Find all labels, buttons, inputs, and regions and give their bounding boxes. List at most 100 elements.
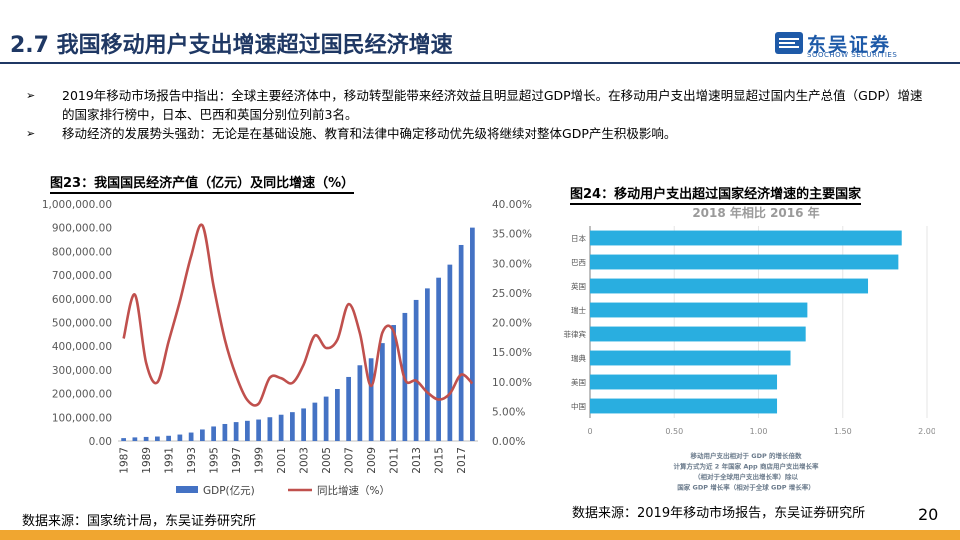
gdp-bar	[143, 436, 149, 441]
y-right-tick-label: 35.00%	[492, 229, 532, 241]
x-tick-label: 2009	[366, 447, 378, 474]
gdp-bar	[290, 412, 295, 441]
y-right-tick-label: 20.00%	[492, 318, 532, 330]
source-note-right: 数据来源：2019年移动市场报告，东吴证券研究所	[572, 506, 866, 521]
x-tick-label: 2005	[321, 447, 333, 474]
country-bar	[590, 374, 778, 390]
country-bar	[590, 398, 778, 414]
source-note-left: 数据来源：国家统计局，东吴证券研究所	[22, 514, 257, 529]
y-left-tick-label: 500,000.00	[52, 318, 112, 330]
country-label: 中国	[571, 401, 586, 411]
x-tick-label: 0	[587, 427, 592, 436]
country-bar	[590, 230, 902, 246]
gdp-bar	[245, 420, 250, 441]
company-logo: 东吴证券 SOOCHOW SECURITIES	[775, 30, 915, 60]
logo-text-cn: 东吴证券	[807, 34, 892, 56]
gdp-bar	[436, 277, 441, 441]
gdp-bar	[312, 402, 318, 441]
y-left-tick-label: 1,000,000.00	[42, 199, 112, 211]
y-right-tick-label: 15.00%	[492, 347, 532, 359]
gdp-bar	[188, 432, 194, 441]
gdp-bar	[470, 227, 475, 441]
country-label: 菲律宾	[564, 329, 587, 339]
x-tick-label: 2003	[299, 447, 311, 474]
gdp-bar	[200, 429, 205, 441]
gdp-bar	[211, 426, 216, 441]
chart2-footnote-line: 移动用户支出相对于 GDP 的增长倍数	[690, 451, 802, 460]
gdp-bar	[301, 408, 306, 441]
mobile-spend-bar-chart: 2018 年相比 2016 年 0 0.50 1.00 1.50 2.00 日本巴西英国瑞士…	[564, 205, 936, 492]
footer-bar	[0, 530, 960, 540]
gdp-bar	[346, 376, 351, 441]
gdp-bar	[177, 434, 183, 441]
bullet-text: 2019年移动市场报告中指出：全球主要经济体中，移动转型能带来经济效益且明显超过…	[62, 88, 923, 122]
legend-growth-label: 同比增速（%）	[317, 484, 390, 497]
y-left-tick-label: 0.00	[89, 436, 112, 448]
y-right-tick-label: 25.00%	[492, 288, 532, 300]
growth-rate-line	[122, 223, 474, 407]
x-tick-label: 0.50	[665, 427, 683, 436]
chart2-footnote-line: （相对于全球用户支出增长率）除以	[694, 472, 799, 481]
x-tick-label: 2015	[434, 447, 446, 474]
gdp-bar	[323, 396, 329, 441]
gdp-bar	[121, 438, 126, 441]
gdp-bar	[132, 437, 138, 441]
y-right-tick-label: 5.00%	[492, 406, 525, 418]
gdp-combo-chart: 0.00 100,000.00 200,000.00 300,000.00 400,00…	[42, 199, 532, 497]
x-tick-label: 2011	[389, 447, 401, 474]
logo-text-en: SOOCHOW SECURITIES	[807, 51, 898, 59]
gdp-bar	[267, 417, 273, 441]
y-left-tick-label: 200,000.00	[52, 389, 112, 401]
gdp-bar	[368, 358, 374, 441]
gdp-bar	[256, 419, 261, 441]
gdp-bar	[155, 436, 160, 441]
arrow-bullet-icon: ➢	[26, 89, 36, 102]
gdp-bar	[222, 423, 228, 441]
gdp-bar	[233, 422, 239, 441]
x-tick-label: 1995	[209, 447, 221, 474]
legend-gdp-label: GDP(亿元)	[203, 484, 255, 497]
country-label: 美国	[571, 377, 586, 387]
gdp-bar	[278, 414, 284, 441]
x-tick-label: 1999	[254, 447, 266, 474]
chart2-footnote-line: 国家 GDP 增长率（相对于全球 GDP 增长率）	[677, 483, 815, 492]
country-label: 日本	[571, 233, 586, 243]
country-label: 瑞典	[571, 353, 586, 363]
country-bar	[590, 326, 806, 342]
x-tick-label: 1.00	[750, 427, 768, 436]
gdp-bar	[413, 299, 419, 441]
x-tick-label: 2017	[456, 447, 468, 474]
y-right-tick-label: 40.00%	[492, 199, 532, 211]
bullet-text: 移动经济的发展势头强劲：无论是在基础设施、教育和法律中确定移动优先级将继续对整体…	[62, 126, 677, 141]
y-right-tick-label: 30.00%	[492, 258, 532, 270]
country-bar	[590, 254, 899, 270]
figure24-title: 图24：移动用户支出超过国家经济增速的主要国家	[570, 183, 862, 205]
x-tick-label: 1.50	[834, 427, 852, 436]
y-right-tick-label: 0.00%	[492, 436, 525, 448]
title-divider	[0, 62, 960, 64]
gdp-bar	[458, 244, 464, 441]
y-left-tick-label: 800,000.00	[52, 246, 112, 258]
chart2-title: 2018 年相比 2016 年	[692, 205, 819, 220]
gdp-bar	[335, 388, 340, 441]
country-bar	[590, 278, 869, 294]
x-tick-label: 1989	[141, 447, 153, 474]
x-tick-label: 1991	[164, 447, 176, 474]
y-left-tick-label: 900,000.00	[52, 223, 112, 235]
chart2-footnote-line: 计算方式为近 2 年国家 App 商店用户支出增长率	[674, 462, 819, 471]
y-right-tick-label: 10.00%	[492, 377, 532, 389]
y-left-tick-label: 700,000.00	[52, 270, 112, 282]
country-label: 英国	[571, 281, 586, 291]
legend-gdp-swatch	[176, 486, 198, 493]
gdp-bar	[380, 343, 385, 441]
gdp-bar	[391, 325, 396, 441]
gdp-bar	[357, 365, 363, 441]
gdp-bar	[166, 435, 171, 441]
figure23-title: 图23：我国国民经济产值（亿元）及同比增速（%）	[50, 172, 355, 194]
bullet-list: ➢ 2019年移动市场报告中指出：全球主要经济体中，移动转型能带来经济效益且明显…	[26, 86, 926, 143]
x-tick-label: 2007	[344, 447, 356, 474]
bullet-item: ➢ 移动经济的发展势头强劲：无论是在基础设施、教育和法律中确定移动优先级将继续对…	[26, 124, 926, 143]
y-left-tick-label: 300,000.00	[52, 365, 112, 377]
y-left-tick-label: 100,000.00	[52, 412, 112, 424]
page-title: 2.7 我国移动用户支出增速超过国民经济增速	[10, 33, 453, 58]
